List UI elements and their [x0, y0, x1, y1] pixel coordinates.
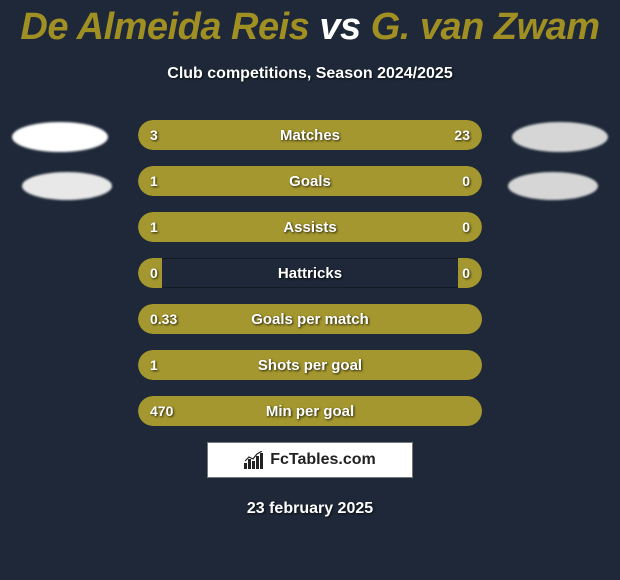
- stat-label: Matches: [138, 120, 482, 150]
- stat-value-left: 1: [150, 212, 158, 242]
- stat-value-left: 0.33: [150, 304, 177, 334]
- stat-value-left: 0: [150, 258, 158, 288]
- branding-text: FcTables.com: [270, 451, 376, 469]
- stat-label: Goals per match: [138, 304, 482, 334]
- vs-text: vs: [319, 6, 360, 48]
- comparison-title: De Almeida Reis vs G. van Zwam: [0, 0, 620, 49]
- stat-value-left: 470: [150, 396, 173, 426]
- stat-value-right: 0: [462, 258, 470, 288]
- stat-row: Goals per match0.33: [138, 304, 482, 334]
- stat-label: Assists: [138, 212, 482, 242]
- branding-box: FcTables.com: [207, 442, 413, 478]
- subtitle: Club competitions, Season 2024/2025: [0, 65, 620, 83]
- stat-label: Goals: [138, 166, 482, 196]
- stat-value-left: 3: [150, 120, 158, 150]
- stat-value-left: 1: [150, 350, 158, 380]
- stat-label: Min per goal: [138, 396, 482, 426]
- avatar-placeholder-left-1: [12, 122, 108, 152]
- avatar-placeholder-left-2: [22, 172, 112, 200]
- stat-row: Min per goal470: [138, 396, 482, 426]
- avatar-placeholder-right-2: [508, 172, 598, 200]
- avatar-placeholder-right-1: [512, 122, 608, 152]
- stat-value-right: 23: [454, 120, 470, 150]
- stat-value-right: 0: [462, 166, 470, 196]
- stat-label: Hattricks: [138, 258, 482, 288]
- stat-value-left: 1: [150, 166, 158, 196]
- stat-value-right: 0: [462, 212, 470, 242]
- stat-row: Hattricks0 0: [138, 258, 482, 288]
- bar-chart-icon: [244, 451, 264, 469]
- stat-row: Matches3 23: [138, 120, 482, 150]
- comparison-bars: Matches323Goals10Assists10Hattricks00Goa…: [138, 120, 482, 442]
- player-b-name: G. van Zwam: [371, 6, 600, 48]
- stat-row: Goals1 0: [138, 166, 482, 196]
- date-text: 23 february 2025: [0, 500, 620, 518]
- stat-label: Shots per goal: [138, 350, 482, 380]
- player-a-name: De Almeida Reis: [20, 6, 309, 48]
- stat-row: Assists1 0: [138, 212, 482, 242]
- stat-row: Shots per goal1: [138, 350, 482, 380]
